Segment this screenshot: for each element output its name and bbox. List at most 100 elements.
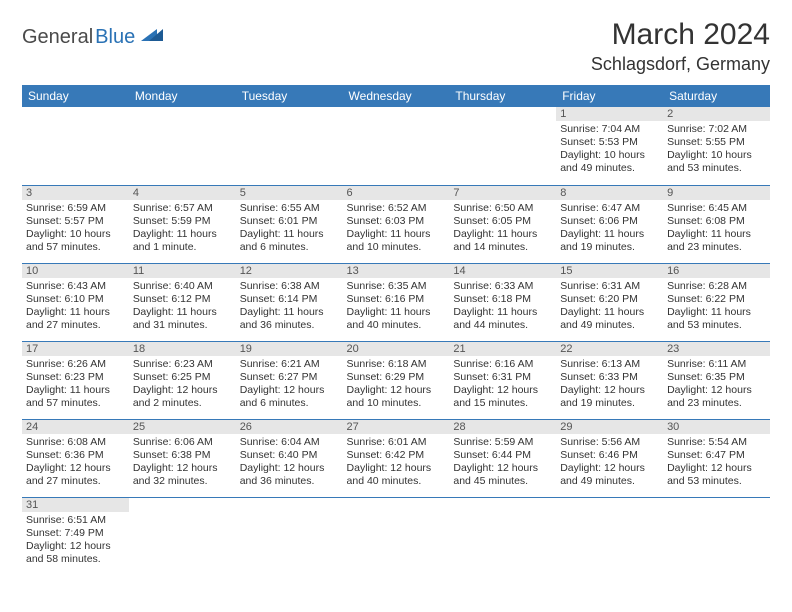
sunrise-text: Sunrise: 6:43 AM (26, 280, 125, 293)
sunset-text: Sunset: 6:40 PM (240, 449, 339, 462)
day-number: 19 (236, 342, 343, 356)
sunset-text: Sunset: 6:12 PM (133, 293, 232, 306)
calendar-cell (663, 497, 770, 575)
calendar-cell (236, 107, 343, 185)
sunset-text: Sunset: 6:47 PM (667, 449, 766, 462)
day-info: Sunrise: 6:57 AMSunset: 5:59 PMDaylight:… (133, 202, 232, 255)
sunset-text: Sunset: 6:18 PM (453, 293, 552, 306)
daylight-text: Daylight: 11 hours and 14 minutes. (453, 228, 552, 254)
calendar-cell: 25Sunrise: 6:06 AMSunset: 6:38 PMDayligh… (129, 419, 236, 497)
logo-text-dark: General (22, 26, 93, 49)
calendar-cell: 12 Sunrise: 6:38 AMSunset: 6:14 PMDayligh… (236, 263, 343, 341)
daylight-text: Daylight: 12 hours and 45 minutes. (453, 462, 552, 488)
sunset-text: Sunset: 6:16 PM (347, 293, 446, 306)
day-number: 21 (449, 342, 556, 356)
day-info: Sunrise: 6:28 AMSunset: 6:22 PMDaylight:… (667, 280, 766, 333)
day-info: Sunrise: 6:26 AMSunset: 6:23 PMDaylight:… (26, 358, 125, 411)
sunset-text: Sunset: 6:22 PM (667, 293, 766, 306)
calendar-cell: 10Sunrise: 6:43 AMSunset: 6:10 PMDayligh… (22, 263, 129, 341)
calendar-cell: 19Sunrise: 6:21 AMSunset: 6:27 PMDayligh… (236, 341, 343, 419)
sunset-text: Sunset: 6:23 PM (26, 371, 125, 384)
sunset-text: Sunset: 6:29 PM (347, 371, 446, 384)
calendar-cell (449, 107, 556, 185)
calendar-cell: 26Sunrise: 6:04 AMSunset: 6:40 PMDayligh… (236, 419, 343, 497)
dayhead-sat: Saturday (663, 85, 770, 107)
sunrise-text: Sunrise: 6:45 AM (667, 202, 766, 215)
day-number: 31 (22, 498, 129, 512)
calendar-cell (449, 497, 556, 575)
sunrise-text: Sunrise: 5:59 AM (453, 436, 552, 449)
daylight-text: Daylight: 11 hours and 40 minutes. (347, 306, 446, 332)
day-number: 15 (556, 264, 663, 278)
title-block: March 2024 Schlagsdorf, Germany (591, 18, 770, 75)
day-number: 14 (449, 264, 556, 278)
day-number: 27 (343, 420, 450, 434)
daylight-text: Daylight: 11 hours and 1 minute. (133, 228, 232, 254)
sunrise-text: Sunrise: 6:31 AM (560, 280, 659, 293)
sunset-text: Sunset: 6:31 PM (453, 371, 552, 384)
day-info: Sunrise: 6:40 AMSunset: 6:12 PMDaylight:… (133, 280, 232, 333)
sunset-text: Sunset: 5:53 PM (560, 136, 659, 149)
calendar-cell: 6Sunrise: 6:52 AMSunset: 6:03 PMDaylight… (343, 185, 450, 263)
daylight-text: Daylight: 12 hours and 19 minutes. (560, 384, 659, 410)
dayhead-mon: Monday (129, 85, 236, 107)
dayhead-wed: Wednesday (343, 85, 450, 107)
dayhead-thu: Thursday (449, 85, 556, 107)
day-number: 12 (236, 264, 343, 278)
sunset-text: Sunset: 6:42 PM (347, 449, 446, 462)
daylight-text: Daylight: 10 hours and 57 minutes. (26, 228, 125, 254)
day-info: Sunrise: 6:38 AMSunset: 6:14 PMDaylight:… (240, 280, 339, 333)
day-number: 2 (663, 107, 770, 121)
day-info: Sunrise: 5:59 AMSunset: 6:44 PMDaylight:… (453, 436, 552, 489)
day-number: 1 (556, 107, 663, 121)
sunrise-text: Sunrise: 5:54 AM (667, 436, 766, 449)
sunrise-text: Sunrise: 6:33 AM (453, 280, 552, 293)
day-info: Sunrise: 6:35 AMSunset: 6:16 PMDaylight:… (347, 280, 446, 333)
logo-text-blue: Blue (95, 26, 135, 49)
day-header-row: Sunday Monday Tuesday Wednesday Thursday… (22, 85, 770, 107)
calendar-cell (343, 107, 450, 185)
calendar-cell: 1Sunrise: 7:04 AMSunset: 5:53 PMDaylight… (556, 107, 663, 185)
daylight-text: Daylight: 12 hours and 2 minutes. (133, 384, 232, 410)
day-number: 17 (22, 342, 129, 356)
day-number: 25 (129, 420, 236, 434)
calendar-cell: 20Sunrise: 6:18 AMSunset: 6:29 PMDayligh… (343, 341, 450, 419)
sunset-text: Sunset: 6:08 PM (667, 215, 766, 228)
day-info: Sunrise: 6:51 AMSunset: 7:49 PMDaylight:… (26, 514, 125, 567)
sunrise-text: Sunrise: 6:11 AM (667, 358, 766, 371)
day-info: Sunrise: 6:11 AMSunset: 6:35 PMDaylight:… (667, 358, 766, 411)
sunrise-text: Sunrise: 7:04 AM (560, 123, 659, 136)
calendar-cell: 3Sunrise: 6:59 AMSunset: 5:57 PMDaylight… (22, 185, 129, 263)
day-number: 18 (129, 342, 236, 356)
calendar-cell: 27Sunrise: 6:01 AMSunset: 6:42 PMDayligh… (343, 419, 450, 497)
daylight-text: Daylight: 11 hours and 23 minutes. (667, 228, 766, 254)
calendar-cell: 16Sunrise: 6:28 AMSunset: 6:22 PMDayligh… (663, 263, 770, 341)
day-number: 22 (556, 342, 663, 356)
dayhead-fri: Friday (556, 85, 663, 107)
daylight-text: Daylight: 11 hours and 10 minutes. (347, 228, 446, 254)
sunrise-text: Sunrise: 6:55 AM (240, 202, 339, 215)
day-number: 28 (449, 420, 556, 434)
day-info: Sunrise: 6:45 AMSunset: 6:08 PMDaylight:… (667, 202, 766, 255)
calendar-row: 3Sunrise: 6:59 AMSunset: 5:57 PMDaylight… (22, 185, 770, 263)
calendar-row: 24Sunrise: 6:08 AMSunset: 6:36 PMDayligh… (22, 419, 770, 497)
sunrise-text: Sunrise: 6:57 AM (133, 202, 232, 215)
daylight-text: Daylight: 12 hours and 10 minutes. (347, 384, 446, 410)
day-info: Sunrise: 6:08 AMSunset: 6:36 PMDaylight:… (26, 436, 125, 489)
sunrise-text: Sunrise: 6:26 AM (26, 358, 125, 371)
sunrise-text: Sunrise: 6:23 AM (133, 358, 232, 371)
sunrise-text: Sunrise: 6:18 AM (347, 358, 446, 371)
sunrise-text: Sunrise: 6:01 AM (347, 436, 446, 449)
daylight-text: Daylight: 11 hours and 27 minutes. (26, 306, 125, 332)
sunrise-text: Sunrise: 6:47 AM (560, 202, 659, 215)
sunset-text: Sunset: 6:06 PM (560, 215, 659, 228)
day-number: 7 (449, 186, 556, 200)
calendar-row: 31 Sunrise: 6:51 AMSunset: 7:49 PMDayligh… (22, 497, 770, 575)
calendar-cell: 29Sunrise: 5:56 AMSunset: 6:46 PMDayligh… (556, 419, 663, 497)
calendar-row: 10Sunrise: 6:43 AMSunset: 6:10 PMDayligh… (22, 263, 770, 341)
day-number: 8 (556, 186, 663, 200)
calendar-cell: 7Sunrise: 6:50 AMSunset: 6:05 PMDaylight… (449, 185, 556, 263)
sunset-text: Sunset: 5:57 PM (26, 215, 125, 228)
daylight-text: Daylight: 12 hours and 6 minutes. (240, 384, 339, 410)
calendar-cell: 14Sunrise: 6:33 AMSunset: 6:18 PMDayligh… (449, 263, 556, 341)
